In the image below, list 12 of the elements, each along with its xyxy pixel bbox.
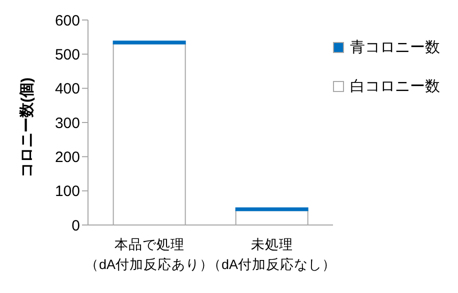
y-tick-label: 600	[54, 12, 80, 30]
y-tick-label: 500	[54, 46, 80, 64]
bar	[112, 40, 186, 44]
y-tick-label: 400	[54, 80, 80, 98]
y-axis-title: コロニー数(個)	[18, 78, 36, 178]
y-tick-label: 200	[54, 148, 80, 166]
y-tick-label: 0	[72, 217, 80, 234]
legend-label: 白コロニー数	[350, 77, 440, 96]
y-tick-label: 100	[54, 183, 80, 200]
legend-label: 青コロニー数	[350, 38, 440, 57]
bar	[235, 207, 308, 212]
y-tick-label: 300	[54, 114, 80, 132]
